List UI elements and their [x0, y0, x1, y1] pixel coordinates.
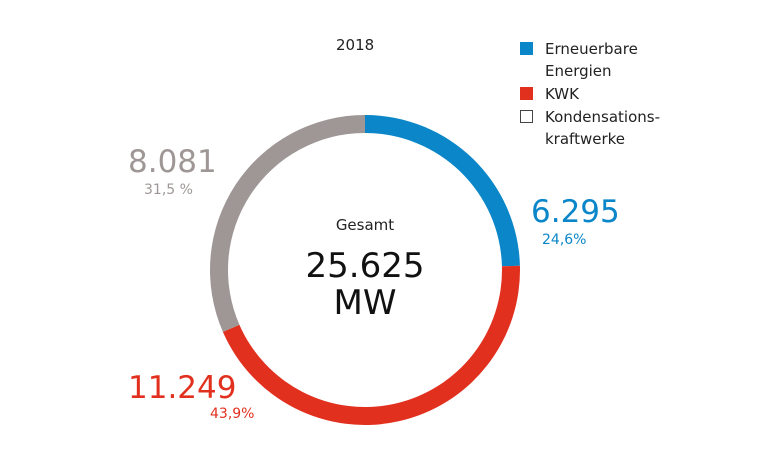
slice-erneuerbare [365, 115, 520, 267]
legend-label-kondensation: Kondensations- kraftwerke [545, 108, 660, 148]
percent-label-kondensation: 31,5 % [144, 182, 193, 198]
donut-slices [210, 115, 521, 425]
center-value: 25.625 [305, 246, 425, 286]
value-label-erneuerbare: 6.295 [531, 194, 620, 230]
legend-item-erneuerbare: Erneuerbare Energien [520, 38, 715, 82]
legend-label-kwk: KWK [545, 85, 579, 103]
legend-item-kwk: KWK [520, 83, 715, 105]
value-label-kondensation: 8.081 [128, 144, 217, 180]
center-label: Gesamt [335, 216, 395, 234]
legend-item-kondensation: Kondensations- kraftwerke [520, 106, 715, 150]
percent-label-kwk: 43,9% [210, 406, 255, 422]
center-unit: MW [333, 283, 397, 323]
legend-swatch-kondensation [520, 110, 533, 123]
value-label-kwk: 11.249 [128, 370, 237, 406]
percent-label-erneuerbare: 24,6% [542, 232, 587, 248]
legend-swatch-kwk [520, 87, 533, 100]
chart-title: 2018 [336, 36, 375, 54]
slice-kwk [222, 265, 521, 425]
legend-swatch-erneuerbare [520, 42, 533, 55]
legend-label-erneuerbare: Erneuerbare Energien [545, 40, 638, 80]
slice-kondensation [210, 115, 365, 332]
